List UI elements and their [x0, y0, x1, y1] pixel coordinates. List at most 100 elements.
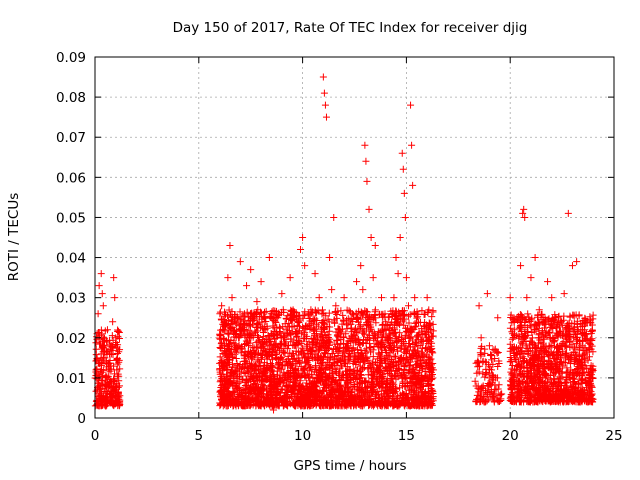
data-point: [401, 213, 409, 221]
data-point: [356, 321, 364, 329]
data-point: [360, 364, 368, 372]
data-point: [255, 357, 263, 365]
data-point: [326, 354, 334, 362]
data-point: [374, 381, 382, 389]
data-point: [414, 310, 422, 318]
data-point: [242, 393, 250, 401]
data-point: [243, 319, 251, 327]
data-point: [376, 310, 384, 318]
data-point: [420, 310, 428, 318]
data-point: [377, 294, 385, 302]
data-point: [269, 385, 277, 393]
data-point: [94, 383, 102, 391]
data-point: [232, 344, 240, 352]
data-point: [254, 306, 262, 314]
data-point: [333, 331, 341, 339]
data-point: [357, 387, 365, 395]
data-point: [364, 391, 372, 399]
data-point: [306, 345, 314, 353]
data-point: [322, 113, 330, 121]
data-point: [293, 322, 301, 330]
data-point: [412, 322, 420, 330]
data-point: [397, 315, 405, 323]
data-point: [402, 390, 410, 398]
data-point: [234, 390, 242, 398]
data-point: [357, 308, 365, 316]
data-point: [373, 355, 381, 363]
data-point: [396, 355, 404, 363]
x-tick-label: 10: [294, 428, 311, 444]
data-point: [97, 361, 105, 369]
data-point: [423, 324, 431, 332]
data-point: [274, 401, 282, 409]
data-point: [351, 399, 359, 407]
data-point: [219, 366, 227, 374]
data-point: [403, 394, 411, 402]
data-point: [359, 399, 367, 407]
data-point: [228, 379, 236, 387]
data-point: [287, 335, 295, 343]
data-point: [387, 307, 395, 315]
data-point: [475, 302, 483, 310]
data-point: [483, 290, 491, 298]
data-point: [114, 390, 122, 398]
data-point: [275, 360, 283, 368]
data-point: [228, 360, 236, 368]
data-point: [401, 362, 409, 370]
data-point: [386, 330, 394, 338]
data-point: [236, 360, 244, 368]
data-point: [414, 393, 422, 401]
data-point: [369, 353, 377, 361]
data-point: [368, 389, 376, 397]
data-point: [369, 380, 377, 388]
data-point: [274, 364, 282, 372]
data-point: [218, 302, 226, 310]
y-tick-label: 0.08: [56, 90, 86, 106]
data-point: [411, 368, 419, 376]
data-point: [228, 294, 236, 302]
data-point: [388, 399, 396, 407]
data-point: [568, 262, 576, 270]
data-point: [391, 326, 399, 334]
data-point: [392, 352, 400, 360]
data-point: [429, 320, 437, 328]
data-point: [335, 372, 343, 380]
data-point: [103, 393, 111, 401]
data-point: [325, 361, 333, 369]
data-point: [226, 242, 234, 250]
data-point: [405, 339, 413, 347]
data-point: [320, 89, 328, 97]
data-point: [384, 357, 392, 365]
data-point: [269, 322, 277, 330]
data-point: [269, 356, 277, 364]
data-point: [311, 270, 319, 278]
data-point: [309, 379, 317, 387]
data-point: [339, 311, 347, 319]
data-point: [278, 385, 286, 393]
data-point: [494, 314, 502, 322]
data-point: [216, 343, 224, 351]
data-point: [261, 314, 269, 322]
data-point: [423, 337, 431, 345]
data-point: [406, 378, 414, 386]
data-point: [355, 400, 363, 408]
data-point: [385, 360, 393, 368]
data-point: [228, 308, 236, 316]
data-point: [531, 254, 539, 262]
data-point: [231, 318, 239, 326]
data-point: [250, 344, 258, 352]
data-point: [114, 383, 122, 391]
data-point: [392, 254, 400, 262]
data-point: [235, 322, 243, 330]
data-point: [397, 371, 405, 379]
data-point: [333, 359, 341, 367]
data-point: [405, 319, 413, 327]
data-point: [291, 400, 299, 408]
data-point: [357, 262, 365, 270]
data-point: [111, 294, 119, 302]
data-point: [408, 141, 416, 149]
data-point: [236, 258, 244, 266]
data-point: [383, 366, 391, 374]
data-point: [394, 347, 402, 355]
